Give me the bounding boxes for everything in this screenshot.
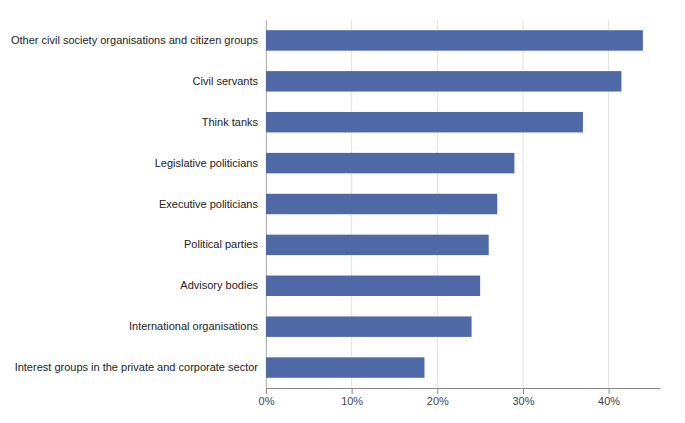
bar [266,316,472,336]
tick: Executive politicians [159,198,259,210]
tick: Interest groups in the private and corpo… [15,361,259,373]
tick-label: Executive politicians [159,198,259,210]
chart: Interest groups in the private and corpo… [0,0,685,423]
bar [266,30,643,50]
bar [266,235,489,255]
tick: 30% [512,388,534,407]
axis-line [267,388,661,389]
tick-label: Think tanks [202,116,259,128]
bar [266,153,514,173]
tick: Advisory bodies [180,279,258,291]
tick-label: 10% [341,395,363,407]
tick-label: Other civil society organisations and ci… [11,34,259,46]
tick: Political parties [184,238,258,250]
bar [266,357,424,377]
y-axis: Interest groups in the private and corpo… [11,21,267,389]
tick: International organisations [129,320,259,332]
tick: Legislative politicians [155,157,259,169]
tick-label: International organisations [129,320,259,332]
plot-area [266,20,643,388]
tick: 20% [427,388,449,407]
x-axis: 0% 10% 20% 30% 40% [259,388,661,407]
bar [266,276,480,296]
tick-mark [352,388,353,394]
tick-label: Civil servants [193,75,259,87]
tick-mark [523,388,524,394]
tick: 40% [598,388,620,407]
tick-mark [609,388,610,394]
tick: Think tanks [202,116,259,128]
tick: Other civil society organisations and ci… [11,34,259,46]
bar [266,112,583,132]
bars [266,30,643,378]
tick-label: Political parties [184,238,258,250]
tick-label: Advisory bodies [180,279,258,291]
tick-label: 30% [512,395,534,407]
tick-mark [266,388,267,394]
tick-mark [437,388,438,394]
tick: 10% [341,388,363,407]
tick-label: 40% [598,395,620,407]
tick-label: 20% [427,395,449,407]
tick-label: 0% [259,395,275,407]
tick-label: Legislative politicians [155,157,259,169]
bar [266,71,621,91]
tick: Civil servants [193,75,259,87]
bar [266,194,497,214]
tick: 0% [259,388,275,407]
tick-label: Interest groups in the private and corpo… [15,361,259,373]
